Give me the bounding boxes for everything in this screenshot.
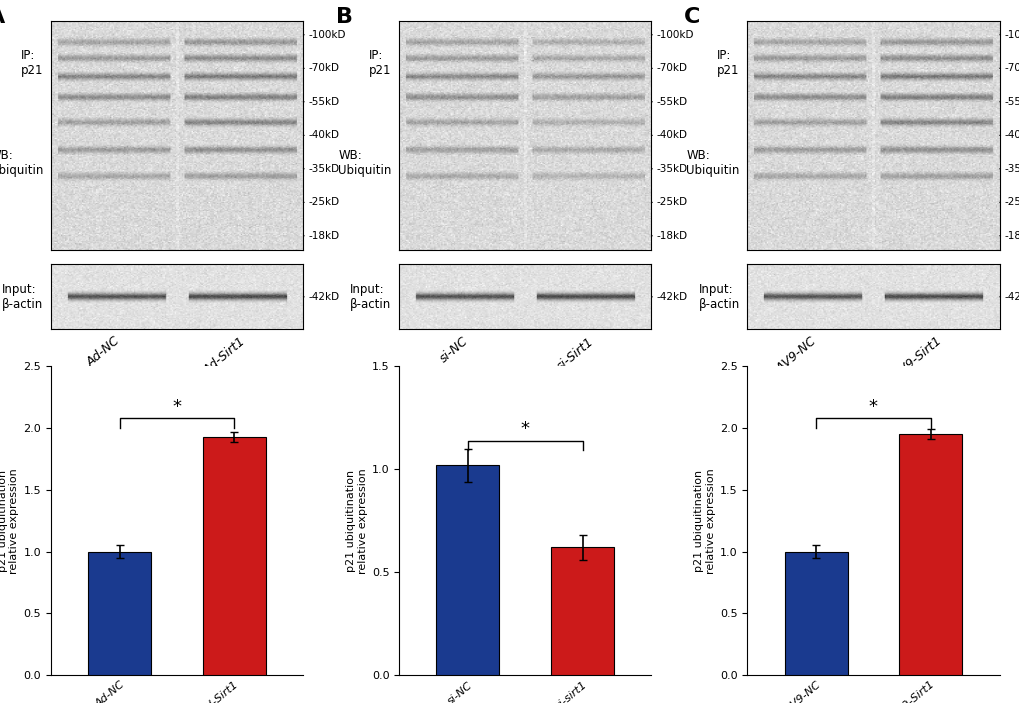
Text: -55kD: -55kD — [656, 97, 687, 107]
Bar — [899, 434, 961, 675]
Text: -40kD: -40kD — [656, 130, 687, 141]
Text: -40kD: -40kD — [308, 130, 339, 141]
Bar — [436, 465, 499, 675]
Text: C: C — [684, 8, 700, 27]
Y-axis label: p21 ubiquitination
relative expression: p21 ubiquitination relative expression — [345, 467, 367, 574]
Bar — [203, 437, 266, 675]
Text: -70kD: -70kD — [1004, 63, 1019, 73]
Text: -18kD: -18kD — [308, 231, 339, 241]
Text: -18kD: -18kD — [656, 231, 687, 241]
Text: -42kD: -42kD — [1004, 292, 1019, 302]
Text: Ad-Sirt1: Ad-Sirt1 — [202, 335, 249, 377]
Text: Input:
β-actin: Input: β-actin — [350, 283, 391, 311]
Text: -100kD: -100kD — [1004, 30, 1019, 40]
Text: AAV9-Sirt1: AAV9-Sirt1 — [884, 335, 944, 387]
Text: -35kD: -35kD — [1004, 164, 1019, 174]
Bar — [550, 548, 613, 675]
Text: Input:
β-actin: Input: β-actin — [698, 283, 739, 311]
Text: si-NC: si-NC — [437, 335, 470, 366]
Text: IP:
p21: IP: p21 — [369, 49, 391, 77]
Text: -42kD: -42kD — [656, 292, 687, 302]
Text: Input:
β-actin: Input: β-actin — [2, 283, 44, 311]
Y-axis label: p21 ubiquitination
relative expression: p21 ubiquitination relative expression — [0, 467, 19, 574]
Text: B: B — [335, 8, 353, 27]
Text: Ad-NC: Ad-NC — [85, 335, 122, 370]
Text: -70kD: -70kD — [656, 63, 687, 73]
Text: A: A — [0, 8, 5, 27]
Text: IP:
p21: IP: p21 — [716, 49, 739, 77]
Text: si-Sirt1: si-Sirt1 — [554, 335, 596, 373]
Text: -100kD: -100kD — [308, 30, 345, 40]
Text: -55kD: -55kD — [1004, 97, 1019, 107]
Text: *: * — [521, 420, 529, 438]
Text: -42kD: -42kD — [308, 292, 339, 302]
Text: -55kD: -55kD — [308, 97, 339, 107]
Text: -35kD: -35kD — [308, 164, 339, 174]
Text: -18kD: -18kD — [1004, 231, 1019, 241]
Y-axis label: p21 ubiquitination
relative expression: p21 ubiquitination relative expression — [693, 467, 715, 574]
Text: -40kD: -40kD — [1004, 130, 1019, 141]
Text: WB:
Ubiquitin: WB: Ubiquitin — [686, 149, 739, 177]
Text: -70kD: -70kD — [308, 63, 339, 73]
Text: AAV9-NC: AAV9-NC — [767, 335, 818, 380]
Bar — [89, 552, 151, 675]
Text: WB:
Ubiquitin: WB: Ubiquitin — [0, 149, 44, 177]
Text: -35kD: -35kD — [656, 164, 687, 174]
Text: *: * — [172, 397, 181, 415]
Bar — [784, 552, 847, 675]
Text: WB:
Ubiquitin: WB: Ubiquitin — [338, 149, 391, 177]
Text: -25kD: -25kD — [1004, 198, 1019, 207]
Text: -100kD: -100kD — [656, 30, 693, 40]
Text: IP:
p21: IP: p21 — [21, 49, 44, 77]
Text: *: * — [868, 397, 877, 415]
Text: -25kD: -25kD — [308, 198, 339, 207]
Text: -25kD: -25kD — [656, 198, 687, 207]
